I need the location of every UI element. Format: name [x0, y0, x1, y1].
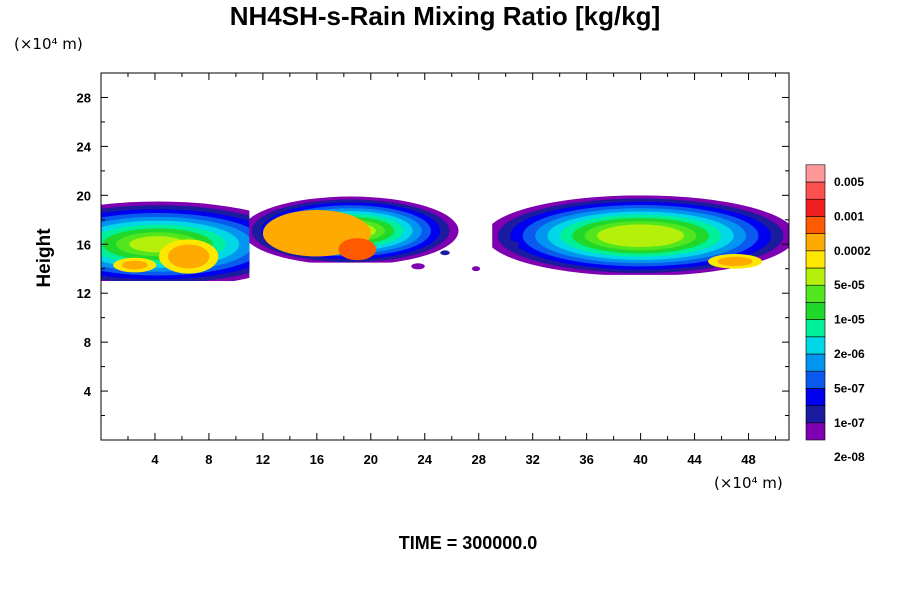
- contour-left-cloud-level-11: [167, 244, 210, 269]
- colorbar-label: 2e-08: [834, 450, 865, 464]
- contour-right-cloud-level-11: [717, 256, 753, 267]
- x-tick-label: 32: [525, 452, 539, 467]
- x-tick-label: 28: [471, 452, 485, 467]
- x-tick-label: 40: [633, 452, 647, 467]
- colorbar-label: 1e-05: [834, 313, 865, 327]
- colorbar-swatch: [805, 319, 826, 338]
- y-tick-label: 24: [77, 139, 92, 154]
- colorbar-label: 5e-07: [834, 381, 865, 395]
- x-tick-label: 36: [579, 452, 593, 467]
- chart-title: NH4SH-s-Rain Mixing Ratio [kg/kg]: [230, 1, 660, 31]
- contour-left-cloud-level-11: [121, 260, 148, 270]
- y-tick-label: 20: [77, 188, 91, 203]
- x-tick-label: 8: [205, 452, 212, 467]
- y-unit-label: (×10⁴ m): [14, 35, 83, 53]
- y-tick-label: 16: [77, 237, 91, 252]
- colorbar-swatch: [805, 422, 826, 441]
- colorbar-swatch: [805, 181, 826, 200]
- colorbar-label: 0.001: [834, 209, 864, 223]
- colorbar-swatch: [805, 216, 826, 234]
- colorbar-swatch: [805, 336, 826, 355]
- colorbar: 0.005 0.001 0.0002 5e-05 1e-05 2e-06 5e-07 1e-0…: [805, 164, 871, 464]
- colorbar-label: 0.0002: [834, 244, 871, 258]
- colorbar-swatch: [805, 267, 826, 286]
- cloud-fragment: [411, 263, 425, 270]
- x-unit-label: (×10⁴ m): [714, 474, 783, 492]
- x-tick-label: 24: [418, 452, 433, 467]
- colorbar-swatch: [805, 164, 826, 183]
- colorbar-swatch: [805, 405, 826, 424]
- colorbar-label: 0.005: [834, 175, 864, 189]
- y-tick-label: 12: [77, 286, 91, 301]
- cloud-fragment: [471, 266, 481, 272]
- colorbar-label: 5e-05: [834, 278, 865, 292]
- x-tick-label: 12: [256, 452, 270, 467]
- x-tick-label: 48: [741, 452, 755, 467]
- colorbar-label: 2e-06: [834, 347, 865, 361]
- colorbar-swatch: [805, 233, 826, 252]
- y-tick-label: 4: [84, 384, 92, 399]
- colorbar-swatch: [805, 388, 826, 406]
- x-tick-label: 44: [687, 452, 702, 467]
- y-tick-label: 8: [84, 335, 91, 350]
- colorbar-swatch: [805, 353, 826, 372]
- contour-right-cloud-level-9: [597, 224, 685, 248]
- colorbar-swatch: [805, 370, 826, 389]
- colorbar-swatch: [805, 302, 826, 320]
- x-tick-label: 4: [151, 452, 159, 467]
- plot-frame: [100, 72, 790, 441]
- y-tick-label: 28: [77, 90, 91, 105]
- colorbar-label: 1e-07: [834, 416, 865, 430]
- plot-area: [101, 195, 789, 281]
- colorbar-swatch: [805, 284, 826, 303]
- contour-center-cloud-level-12: [338, 238, 377, 261]
- colorbar-swatch: [805, 250, 826, 269]
- cloud-fragment: [505, 240, 520, 248]
- colorbar-swatch: [805, 198, 826, 217]
- y-axis-label: Height: [34, 228, 55, 288]
- x-tick-label: 16: [310, 452, 324, 467]
- time-label: TIME = 300000.0: [399, 533, 538, 553]
- cloud-fragment: [440, 250, 450, 256]
- x-tick-label: 20: [364, 452, 378, 467]
